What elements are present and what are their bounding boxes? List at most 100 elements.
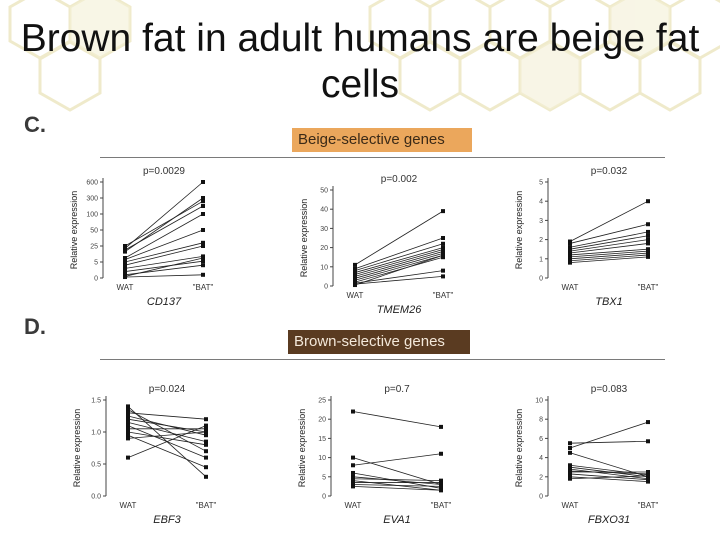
cd137-ytick-label: 25: [90, 244, 98, 251]
tmem26-pair-line: [354, 254, 444, 281]
tbx1-bat-point: [646, 237, 650, 242]
slide-title: Brown fat in adult humans are beige fat …: [20, 17, 700, 106]
fbxo31-bat-point: [646, 473, 650, 478]
ebf3-gene-label: EBF3: [153, 514, 181, 526]
fbxo31-ytick-label: 10: [535, 398, 543, 405]
tbx1-bat-point: [646, 229, 650, 234]
eva1-bat-point: [439, 480, 443, 485]
cd137-x-label-bat: "BAT": [193, 283, 214, 292]
tmem26-bat-point: [441, 241, 445, 246]
tbx1-bat-point: [646, 222, 650, 227]
eva1-wat-point: [351, 470, 355, 475]
ebf3-bat-point: [204, 465, 208, 470]
cd137-y-axis-label: Relative expression: [69, 191, 79, 270]
cd137-pair-line: [124, 245, 204, 266]
eva1-pair-line: [352, 486, 442, 491]
tmem26-ytick-label: 0: [324, 284, 328, 291]
eva1-bat-point: [439, 424, 443, 429]
eva1-ytick-label: 20: [318, 417, 326, 424]
fbxo31-gene-label: FBXO31: [588, 514, 630, 526]
cd137-pair-line: [124, 274, 204, 278]
tbx1-bat-point: [646, 233, 650, 238]
eva1-ytick-label: 5: [322, 474, 326, 481]
cd137-bat-point: [201, 228, 205, 232]
tbx1-bat-point: [646, 241, 650, 246]
fbxo31-pair-line: [569, 452, 649, 478]
tmem26-pair-line: [354, 249, 444, 275]
tmem26-bat-point: [441, 209, 445, 214]
eva1-pair-line: [352, 478, 442, 482]
cd137-pair-line: [124, 205, 204, 251]
eva1-pair-line: [352, 411, 442, 428]
fbxo31-ytick-label: 2: [539, 474, 543, 481]
cd137-x-label-wat: WAT: [117, 283, 134, 292]
tbx1-wat-point: [568, 260, 572, 265]
cd137-ytick-label: 5: [94, 260, 98, 267]
ebf3-pair-line: [127, 422, 207, 442]
ebf3-y-axis-label: Relative expression: [72, 409, 82, 488]
tbx1-ytick-label: 1: [539, 256, 543, 263]
section-c-divider: [100, 157, 665, 158]
tmem26-pair-line: [354, 252, 444, 279]
tbx1-pair-line: [569, 250, 649, 258]
tbx1-pair-line: [569, 223, 649, 244]
cd137-wat-point: [123, 260, 127, 264]
tmem26-p-value: p=0.002: [381, 174, 418, 185]
fbxo31-bat-point: [646, 420, 650, 425]
fbxo31-bat-point: [646, 479, 650, 484]
ebf3-wat-point: [126, 414, 130, 418]
eva1-bat-point: [439, 451, 443, 456]
fbxo31-pair-line: [569, 473, 649, 481]
tbx1-pair-line: [569, 256, 649, 264]
ebf3-x-label-wat: WAT: [120, 501, 137, 510]
chart-ebf3: 0.0 0.5 1.0 1.5 Relative expression p=0.024 WA…: [72, 384, 217, 526]
tmem26-pair-line: [354, 276, 444, 285]
ebf3-ytick-label: 1.0: [91, 430, 101, 437]
hexagon-pattern: [8, 0, 720, 112]
eva1-pair-line: [352, 484, 442, 487]
ebf3-wat-point: [126, 410, 130, 415]
ebf3-pair-line: [127, 431, 207, 446]
ebf3-bat-point: [204, 474, 208, 479]
cd137-bat-point: [201, 196, 205, 200]
tmem26-ytick-label: 50: [320, 188, 328, 195]
fbxo31-wat-point: [568, 441, 572, 446]
ebf3-pair-line: [127, 418, 207, 433]
ebf3-ytick-label: 0.0: [91, 494, 101, 501]
cd137-pair-line: [124, 242, 204, 263]
ebf3-wat-point: [126, 433, 130, 438]
cd137-wat-point: [123, 263, 127, 268]
eva1-y-axis-label: Relative expression: [297, 409, 307, 488]
eva1-p-value: p=0.7: [384, 384, 410, 395]
ebf3-bat-point: [204, 417, 208, 422]
ebf3-wat-point: [126, 407, 130, 412]
fbxo31-p-value: p=0.083: [591, 384, 628, 395]
fbxo31-bat-point: [646, 439, 650, 444]
eva1-x-label-bat: "BAT": [431, 501, 452, 510]
tbx1-ytick-label: 4: [539, 199, 543, 206]
tbx1-wat-point: [568, 241, 572, 246]
cd137-bat-point: [201, 263, 205, 268]
tmem26-pair-line: [354, 270, 444, 284]
ebf3-pair-line: [127, 434, 207, 468]
tmem26-pair-line: [354, 237, 444, 270]
tbx1-ytick-label: 0: [539, 276, 543, 283]
ebf3-wat-point: [126, 430, 130, 434]
chart-eva1: 0 5 10 15 20 25 Relative expression p=0.7 WAT "BA…: [297, 384, 452, 526]
tbx1-gene-label: TBX1: [595, 296, 623, 308]
tbx1-p-value: p=0.032: [591, 166, 628, 177]
cd137-wat-point: [123, 257, 127, 262]
tmem26-pair-line: [354, 254, 444, 286]
fbxo31-pair-line: [569, 476, 649, 482]
ebf3-x-label-bat: "BAT": [196, 501, 217, 510]
ebf3-ytick-label: 0.5: [91, 462, 101, 469]
tmem26-x-label-wat: WAT: [347, 291, 364, 300]
fbxo31-ytick-label: 6: [539, 436, 543, 443]
tmem26-bat-point: [441, 274, 445, 279]
ebf3-p-value: p=0.024: [149, 384, 186, 395]
eva1-ytick-label: 0: [322, 494, 326, 501]
ebf3-bat-point: [204, 423, 208, 428]
cd137-pair-line: [124, 256, 204, 269]
cd137-wat-point: [123, 248, 127, 252]
eva1-x-label-wat: WAT: [345, 501, 362, 510]
